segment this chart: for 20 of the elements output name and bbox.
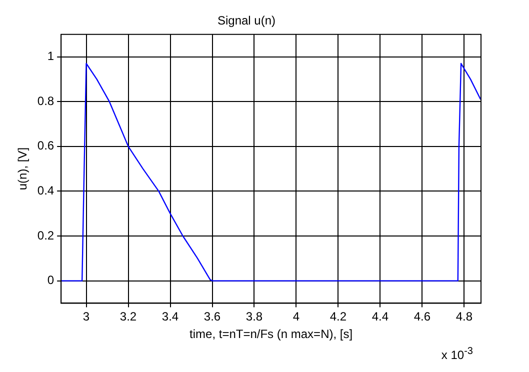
x-tick-label: 3.4: [162, 310, 179, 324]
x-tick-label: 3.2: [120, 310, 137, 324]
text: x 10$^{-3}$: [441, 346, 473, 362]
y-axis-title: u(n), [V]: [16, 147, 30, 190]
x-tick-label: 4.8: [456, 310, 473, 324]
x-tick-label: 4: [292, 310, 300, 324]
x-axis-title: time, t=nT=n/Fs (n max=N), [s]: [190, 327, 353, 342]
y-tick-label: 0.2: [37, 228, 54, 242]
y-tick-label: 0.8: [37, 94, 54, 108]
y-tick-label: 0.4: [37, 184, 54, 198]
y-tick-label: 1: [47, 49, 54, 64]
y-tick-label: 0: [47, 273, 54, 288]
x-tick-label: 3.8: [246, 310, 263, 324]
x-tick-label: 3.6: [204, 310, 221, 324]
x-tick-label: 4.4: [372, 310, 389, 324]
x-tick-label: 3: [82, 310, 90, 324]
x-tick-label: 4.2: [330, 310, 347, 324]
chart-title: Signal u(n): [217, 14, 276, 28]
y-tick-label: 0.6: [37, 138, 54, 153]
x-tick-label: 4.6: [414, 310, 431, 324]
